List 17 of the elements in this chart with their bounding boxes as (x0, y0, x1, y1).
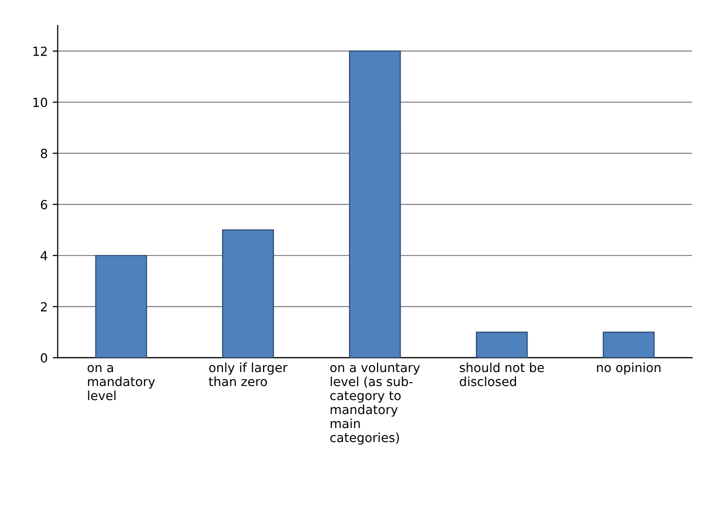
x-tick-label: only if larger than zero (208, 362, 288, 386)
y-tick-label: 2 (40, 302, 47, 312)
x-tick-label: should not be disclosed (460, 362, 544, 386)
bar (602, 332, 655, 358)
bar (348, 50, 401, 358)
x-tick-label: no opinion (597, 362, 660, 375)
y-tick-label: 0 (40, 353, 48, 363)
y-tick-label: 10 (33, 98, 48, 108)
bar (95, 254, 148, 358)
bar (222, 229, 274, 358)
bar (476, 332, 528, 358)
y-tick-label: 12 (33, 46, 47, 56)
x-tick-label: on a mandatory level (88, 365, 155, 400)
y-tick-label: 8 (40, 148, 48, 158)
x-tick-label: on a voluntary level (as sub- category to mandatory main categories) (330, 362, 420, 445)
y-tick-label: 4 (40, 251, 48, 260)
y-tick-label: 6 (40, 200, 48, 210)
